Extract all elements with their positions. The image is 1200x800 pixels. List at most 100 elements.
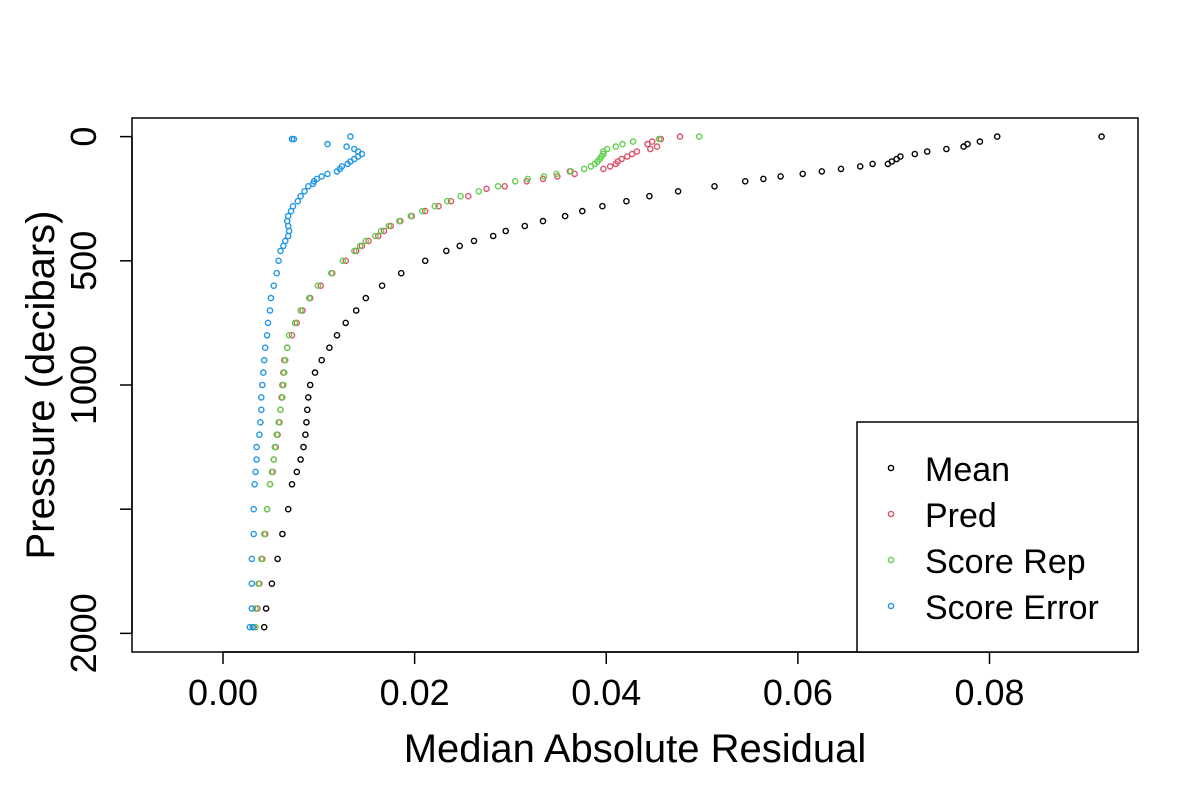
data-point xyxy=(288,331,296,339)
data-point xyxy=(580,165,588,173)
data-point xyxy=(911,150,919,158)
data-point xyxy=(489,232,497,240)
data-point xyxy=(356,242,364,250)
data-point xyxy=(273,269,281,277)
data-point xyxy=(442,247,450,255)
data-point xyxy=(255,580,262,588)
y-axis-title: Pressure (decibars) xyxy=(19,210,63,559)
data-point xyxy=(268,580,276,588)
data-point xyxy=(741,177,749,185)
legend-marker xyxy=(887,510,895,518)
data-point xyxy=(279,530,286,538)
data-point xyxy=(362,237,370,245)
data-point xyxy=(260,623,268,631)
data-point xyxy=(257,555,265,563)
data-point xyxy=(587,163,595,170)
data-point xyxy=(343,143,350,150)
x-tick-label: 0.00 xyxy=(188,672,258,713)
data-point xyxy=(374,232,382,240)
data-point xyxy=(655,135,663,143)
data-point xyxy=(333,168,341,175)
data-point xyxy=(494,182,502,190)
data-point xyxy=(869,160,876,168)
data-point xyxy=(318,356,326,364)
data-point xyxy=(279,394,286,401)
data-point xyxy=(297,307,304,314)
data-point xyxy=(567,168,575,175)
data-point xyxy=(294,197,302,205)
data-point xyxy=(260,356,268,364)
data-point xyxy=(293,468,301,476)
data-point xyxy=(976,138,984,145)
data-point xyxy=(1098,133,1105,140)
data-point xyxy=(524,175,532,183)
data-point xyxy=(435,202,442,210)
data-point xyxy=(623,197,630,205)
y-axis: 0 500 1000 2000 xyxy=(63,127,133,673)
data-point xyxy=(326,344,333,352)
legend-marker xyxy=(887,602,895,610)
data-point xyxy=(695,133,703,140)
data-point xyxy=(456,242,464,250)
data-point xyxy=(306,381,314,389)
data-point xyxy=(600,165,607,173)
data-point xyxy=(372,232,379,240)
data-point xyxy=(339,257,347,265)
data-point xyxy=(253,443,260,451)
data-point xyxy=(943,145,950,153)
data-point xyxy=(250,530,257,538)
data-point xyxy=(893,155,900,163)
data-point xyxy=(318,173,326,180)
data-point xyxy=(646,192,653,200)
data-point xyxy=(260,530,268,538)
data-point xyxy=(470,237,478,245)
data-point xyxy=(285,331,293,339)
data-point xyxy=(256,431,263,439)
data-point xyxy=(443,197,451,205)
data-point xyxy=(283,344,291,352)
data-point xyxy=(311,369,319,376)
data-point xyxy=(395,217,403,225)
data-point xyxy=(540,173,548,180)
data-point xyxy=(362,294,370,302)
data-point xyxy=(502,227,510,235)
data-point xyxy=(352,307,360,314)
legend-label: Score Error xyxy=(925,589,1099,627)
data-point xyxy=(267,294,275,302)
data-point xyxy=(263,505,271,513)
data-point xyxy=(333,331,341,339)
data-point xyxy=(288,480,296,488)
data-point xyxy=(464,192,472,200)
data-point xyxy=(619,140,626,148)
data-point xyxy=(644,140,651,148)
data-point xyxy=(284,232,292,240)
x-axis-title: Median Absolute Residual xyxy=(404,727,867,771)
data-point xyxy=(264,319,272,327)
data-point xyxy=(628,150,636,158)
data-point xyxy=(280,242,287,250)
data-point xyxy=(297,192,304,200)
data-point xyxy=(777,173,784,180)
data-point xyxy=(612,160,620,168)
legend-marker xyxy=(887,556,895,564)
data-point xyxy=(303,406,311,414)
data-point xyxy=(274,555,281,563)
data-point xyxy=(280,369,288,376)
data-point xyxy=(818,168,826,175)
data-point xyxy=(249,623,256,631)
data-point xyxy=(284,505,292,513)
data-point xyxy=(342,319,350,327)
data-point xyxy=(539,217,547,225)
data-point xyxy=(258,381,266,389)
data-point xyxy=(287,207,295,215)
y-tick-label: 2000 xyxy=(63,593,104,673)
data-point xyxy=(324,140,331,148)
data-point xyxy=(327,269,335,277)
data-point xyxy=(553,170,560,178)
data-point xyxy=(261,344,269,352)
x-tick-label: 0.04 xyxy=(571,672,641,713)
data-point xyxy=(760,175,767,183)
data-point xyxy=(653,143,661,150)
data-point xyxy=(309,180,317,188)
data-point xyxy=(250,505,257,513)
